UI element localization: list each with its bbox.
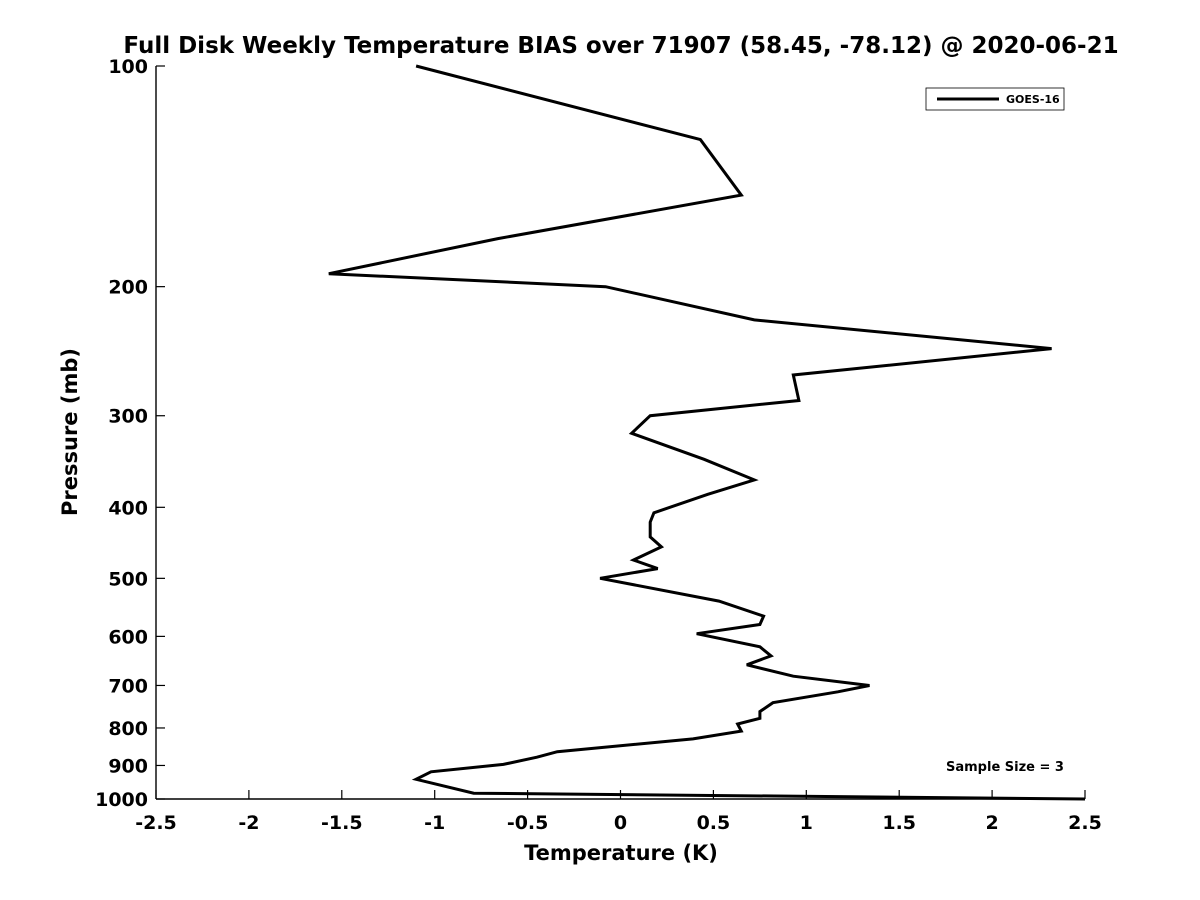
x-tick-label: 1.5	[882, 812, 916, 834]
y-tick-label: 700	[108, 675, 148, 697]
y-tick-label: 500	[108, 568, 148, 590]
y-tick-label: 600	[108, 626, 148, 648]
x-tick-label: 0.5	[697, 812, 731, 834]
x-tick-label: -0.5	[507, 812, 549, 834]
sample-size-note: Sample Size = 3	[946, 760, 1064, 775]
x-tick-label: 2	[985, 812, 998, 834]
legend-label-goes-16: GOES-16	[1006, 93, 1060, 106]
y-tick-label: 100	[108, 56, 148, 78]
y-tick-label: 800	[108, 718, 148, 740]
y-axis-title: Pressure (mb)	[58, 348, 82, 516]
x-tick-label: 0	[614, 812, 627, 834]
x-tick-label: 2.5	[1068, 812, 1102, 834]
y-tick-label: 1000	[95, 789, 148, 811]
x-tick-label: -2.5	[135, 812, 177, 834]
x-axis-title: Temperature (K)	[524, 841, 718, 865]
chart-title: Full Disk Weekly Temperature BIAS over 7…	[123, 33, 1118, 59]
y-tick-label: 200	[108, 277, 148, 299]
x-tick-label: -1.5	[321, 812, 363, 834]
series-layer	[328, 64, 1086, 801]
y-tick-label: 400	[108, 497, 148, 519]
y-tick-label: 900	[108, 755, 148, 777]
y-tick-label: 300	[108, 406, 148, 428]
y-axis: 100 200 300 400 500 600 700 800 900 1000	[95, 56, 165, 811]
x-tick-label: 1	[800, 812, 813, 834]
x-tick-label: -1	[424, 812, 445, 834]
x-tick-label: -2	[238, 812, 259, 834]
x-axis: -2.5 -2 -1.5 -1 -0.5 0 0.5 1 1.5 2 2.5	[135, 790, 1102, 834]
series-line-goes-16	[328, 64, 1086, 801]
legend: GOES-16	[925, 87, 1065, 111]
